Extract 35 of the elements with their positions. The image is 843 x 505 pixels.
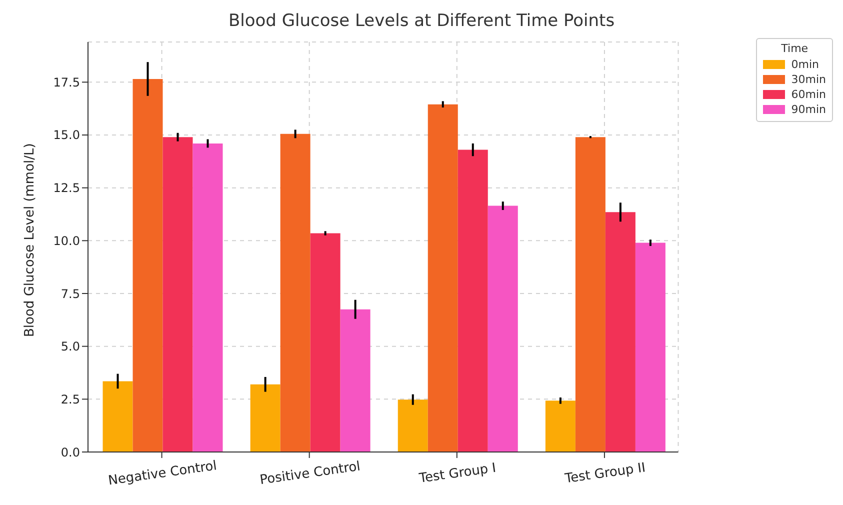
- bar: [428, 104, 458, 452]
- y-tick-label: 5.0: [60, 340, 80, 354]
- legend-title: Time: [780, 42, 810, 55]
- bar: [192, 143, 223, 452]
- y-tick-label: 15.0: [53, 128, 80, 142]
- y-axis-title: Blood Glucose Level (mmol/L): [22, 143, 38, 337]
- bar: [545, 400, 576, 452]
- x-tick-label: Positive Control: [258, 459, 362, 488]
- y-tick-label: 10.0: [53, 234, 80, 248]
- chart-title: Blood Glucose Levels at Different Time Points: [227, 10, 616, 33]
- y-tick-label: 0.0: [60, 445, 80, 460]
- x-tick-label: Test Group I: [417, 460, 498, 487]
- bar: [310, 233, 340, 452]
- bar: [458, 150, 488, 452]
- y-tick-label: 12.5: [53, 181, 80, 196]
- legend-label: 60min: [791, 88, 826, 101]
- legend-label: 90min: [791, 103, 826, 116]
- bar: [102, 381, 133, 452]
- y-tick-label: 2.5: [60, 392, 80, 406]
- bar: [250, 384, 280, 452]
- bar: [132, 78, 163, 452]
- bar: [398, 400, 428, 452]
- legend-label: 30min: [791, 73, 826, 86]
- bar: [488, 206, 518, 452]
- y-tick-label: 7.5: [60, 286, 80, 301]
- bar: [635, 242, 666, 452]
- legend-label: 0min: [791, 58, 819, 71]
- bar: [280, 134, 310, 452]
- x-tick-label: Negative Control: [107, 458, 218, 489]
- x-tick-label: Test Group II: [563, 460, 646, 487]
- y-tick-label: 17.5: [53, 75, 80, 90]
- bar: [340, 309, 370, 452]
- bar: [575, 137, 606, 452]
- bar: [162, 137, 193, 452]
- bar: [605, 212, 636, 452]
